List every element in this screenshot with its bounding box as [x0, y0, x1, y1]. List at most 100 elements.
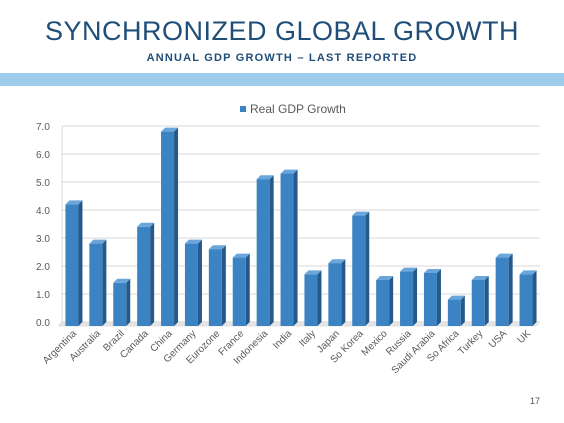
bar-top [400, 267, 418, 272]
bar-top [304, 270, 322, 275]
accent-band [0, 73, 564, 86]
bar [65, 200, 83, 326]
bar-top [495, 253, 513, 258]
bar [304, 270, 322, 326]
bar-side [174, 127, 179, 326]
x-tick-label: UK [516, 328, 534, 346]
x-tick-label: Italy [297, 328, 318, 349]
bar-side [150, 222, 155, 326]
bar-side [102, 239, 107, 326]
axes [57, 126, 541, 327]
y-tick-label: 0.0 [36, 318, 50, 329]
bar-side [317, 270, 322, 326]
bar-side [197, 239, 202, 326]
bar-side [484, 276, 489, 326]
slide-subtitle: ANNUAL GDP GROWTH – LAST REPORTED [146, 52, 418, 64]
y-tick-label: 1.0 [36, 290, 50, 301]
bar [423, 269, 441, 326]
y-tick-label: 7.0 [36, 122, 50, 133]
bar [113, 278, 131, 326]
bar-top [137, 222, 155, 227]
bar-side [508, 253, 513, 326]
bar-side [532, 270, 537, 326]
y-tick-label: 4.0 [36, 206, 50, 217]
slide-title: SYNCHRONIZED GLOBAL GROWTH [44, 16, 520, 46]
bar-top [232, 253, 250, 258]
legend-swatch [240, 106, 246, 112]
bar [471, 276, 489, 326]
bar [184, 239, 202, 326]
bar-top [280, 169, 298, 174]
y-tick-label: 5.0 [36, 178, 50, 189]
x-tick-label: India [271, 328, 294, 351]
bar-side [269, 175, 274, 326]
bar [328, 259, 346, 326]
bar-front [65, 204, 79, 326]
bar-front [184, 243, 198, 326]
bar-top [184, 239, 202, 244]
y-tick-label: 2.0 [36, 262, 50, 273]
bar-front [113, 282, 127, 326]
bar-front [519, 274, 533, 326]
bar-front [447, 299, 461, 326]
bar-side [460, 295, 465, 326]
bars [65, 127, 537, 326]
gridlines [62, 125, 540, 323]
x-tick-label: USA [487, 328, 510, 351]
bar-side [413, 267, 418, 326]
bar-front [256, 179, 270, 326]
bar-side [341, 259, 346, 326]
bar-front [232, 257, 246, 326]
bar-front [161, 131, 175, 326]
bar-top [471, 276, 489, 280]
bar [208, 245, 226, 326]
bar-front [208, 249, 222, 326]
bar-top [208, 245, 226, 250]
bar [376, 276, 394, 326]
bar [352, 211, 370, 326]
bar-top [113, 278, 131, 283]
y-tick-labels: 0.0 1.0 2.0 3.0 4.0 5.0 6.0 7.0 [36, 122, 50, 329]
bar [400, 267, 418, 326]
bar [137, 222, 155, 326]
y-tick-label: 3.0 [36, 234, 50, 245]
bar-front [280, 173, 294, 326]
bar-side [221, 245, 226, 326]
bar-side [365, 211, 370, 326]
bar-front [495, 257, 509, 326]
bar [280, 169, 298, 326]
bar [232, 253, 250, 326]
bar-top [447, 295, 465, 300]
bar [256, 175, 274, 326]
x-tick-labels: ArgentinaAustraliaBrazilCanadaChinaGerma… [41, 328, 533, 376]
bar-top [519, 270, 537, 275]
bar-side [293, 169, 298, 326]
bar [447, 295, 465, 326]
bar-side [436, 269, 441, 326]
bar [89, 239, 107, 326]
bar-front [304, 274, 318, 326]
bar-front [423, 273, 437, 326]
bar-front [328, 263, 342, 326]
bar-top [376, 276, 394, 280]
legend-label: Real GDP Growth [250, 102, 346, 116]
bar-side [78, 200, 83, 326]
bar [161, 127, 179, 326]
bar-top [423, 269, 441, 273]
bar-front [89, 243, 103, 326]
bar-side [245, 253, 250, 326]
bar-top [65, 200, 83, 205]
bar-top [352, 211, 370, 216]
bar-front [400, 271, 414, 326]
bar-front [352, 215, 366, 326]
bar-front [137, 226, 151, 326]
bar-top [89, 239, 107, 244]
floor [57, 321, 541, 327]
bar [495, 253, 513, 326]
bar-top [256, 175, 274, 180]
bar-front [376, 280, 390, 326]
bar-top [328, 259, 346, 264]
bar [519, 270, 537, 326]
x-tick-label: Mexico [360, 328, 390, 358]
